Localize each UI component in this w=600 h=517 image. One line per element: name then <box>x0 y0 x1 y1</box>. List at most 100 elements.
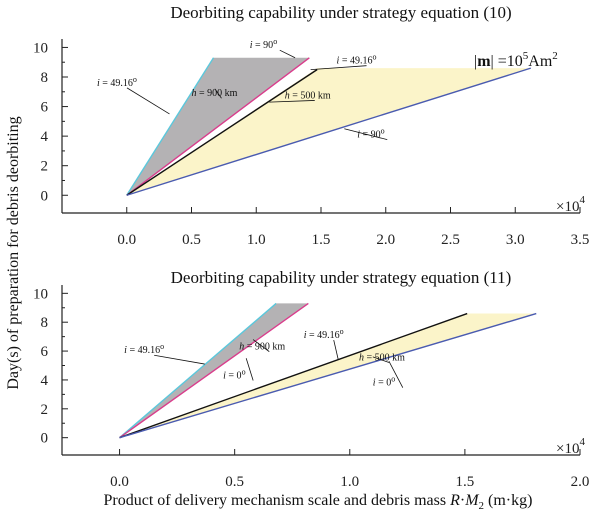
x-tick-label: 0.0 <box>117 232 136 248</box>
series-line-cyan <box>126 57 215 196</box>
x-tick-label: 2.0 <box>376 232 395 248</box>
y-tick-label: 10 <box>33 40 48 56</box>
annotation-part: i <box>373 378 376 389</box>
annotation-part: i <box>337 56 340 67</box>
annotation-part: = 0 <box>226 370 242 381</box>
annotation-part: o <box>340 327 344 336</box>
y-axis-label: Day(s) of preparation for debris deorbit… <box>5 116 22 389</box>
annotation-part: = 49.16 <box>339 56 372 67</box>
x-tick-label: 1.0 <box>340 474 359 490</box>
series-annotation: i = 49.16o <box>97 75 137 89</box>
annotation-part: o <box>242 367 246 376</box>
x-tick-label: 0.5 <box>182 232 201 248</box>
annotation-leader <box>245 358 254 381</box>
moment-value: | =10 <box>491 53 523 70</box>
annotation-part: o <box>133 75 137 84</box>
annotation-part: i <box>304 330 307 341</box>
x-axis-label: Product of delivery mechanism scale and … <box>104 492 533 512</box>
annotation-part: = 49.16 <box>127 345 160 356</box>
series-annotation: i = 90o <box>357 127 384 141</box>
annotation-part: = 0 <box>376 378 392 389</box>
series-annotation: i = 90o <box>250 37 277 51</box>
annotation-leader <box>214 88 222 99</box>
x-tick-label: 0.0 <box>110 474 129 490</box>
annotation-leader <box>344 128 388 140</box>
series-annotation: i = 0o <box>223 367 245 381</box>
moment-unit: Am <box>528 53 553 70</box>
annotation-part: i <box>357 130 360 141</box>
chart-title: Deorbiting capability under strategy equ… <box>170 3 511 22</box>
annotation-part: i <box>250 40 253 51</box>
annotation-part: = 500 km <box>364 352 405 363</box>
annotation-leader <box>372 356 390 363</box>
annotation-part: i <box>223 370 226 381</box>
annotation-part: o <box>273 37 277 46</box>
panel-strategy-11: Deorbiting capability under strategy equ… <box>33 268 589 490</box>
y-tick-label: 4 <box>41 373 49 389</box>
series-annotation: h = 900 km <box>192 88 238 99</box>
annotation-leader <box>252 339 270 352</box>
y-tick-label: 8 <box>41 70 49 86</box>
x-multiplier: ×104 <box>556 194 585 215</box>
annotation-part: = 900 km <box>197 88 238 99</box>
annotation-leader <box>333 339 339 360</box>
annotation-leader <box>310 65 367 71</box>
series-annotation: h = 500 km <box>285 90 331 101</box>
chart-title: Deorbiting capability under strategy equ… <box>171 268 512 287</box>
annotation-leader <box>388 360 404 388</box>
y-tick-label: 10 <box>33 286 48 302</box>
x-tick-label: 2.0 <box>571 474 590 490</box>
annotation-part: o <box>381 127 385 136</box>
annotation-part: h <box>192 88 197 99</box>
x-axis-label-m: M <box>464 492 480 509</box>
series-annotation: i = 49.16o <box>304 327 344 341</box>
x-tick-label: 1.5 <box>312 232 331 248</box>
x-multiplier-exp: 4 <box>579 436 585 448</box>
annotation-part: = 49.16 <box>100 78 133 89</box>
series-annotation: i = 49.16o <box>337 53 377 67</box>
x-multiplier: ×104 <box>556 436 585 457</box>
series-annotation: h = 500 km <box>359 352 405 363</box>
x-multiplier-exp: 4 <box>579 194 585 206</box>
series-annotation: h = 900 km <box>239 342 285 353</box>
x-axis-label-unit: (m·kg) <box>484 492 532 509</box>
y-tick-label: 6 <box>41 100 49 116</box>
annotation-leader <box>154 354 205 365</box>
annotation-part: o <box>372 53 376 62</box>
annotation-part: i <box>97 78 100 89</box>
series-annotation: i = 49.16o <box>124 342 164 356</box>
x-multiplier-base: ×10 <box>556 199 579 215</box>
x-axis-label-sub: 2 <box>479 500 485 512</box>
moment-symbol: m <box>477 53 491 70</box>
annotation-leader <box>126 87 170 115</box>
panel-strategy-10: Deorbiting capability under strategy equ… <box>33 3 589 248</box>
x-multiplier-base: ×10 <box>556 441 579 457</box>
y-tick-label: 0 <box>41 188 49 204</box>
x-axis-label-r: R <box>449 492 460 509</box>
annotation-part: o <box>391 375 395 384</box>
y-tick-label: 4 <box>41 129 49 145</box>
moment-exp: 5 <box>523 50 529 62</box>
moment-bar: | <box>474 53 477 70</box>
x-axis-label-text: Product of delivery mechanism scale and … <box>104 492 451 509</box>
series-line-black <box>126 69 318 196</box>
annotation-part: h <box>239 342 244 353</box>
annotation-part: h <box>285 90 290 101</box>
y-tick-label: 0 <box>41 431 49 447</box>
annotation-leader <box>279 49 296 59</box>
x-tick-label: 3.0 <box>506 232 525 248</box>
moment-label: |m| =105Am2 <box>474 50 558 70</box>
annotation-part: = 49.16 <box>307 330 340 341</box>
annotation-part: o <box>160 342 164 351</box>
x-axis-label-dot: · <box>460 492 465 509</box>
y-tick-label: 2 <box>41 402 49 418</box>
series-line-blue <box>119 312 537 439</box>
x-tick-label: 1.0 <box>247 232 266 248</box>
annotation-part: h <box>359 352 364 363</box>
series-line-blue <box>126 67 532 196</box>
x-tick-label: 2.5 <box>441 232 460 248</box>
series-line-cyan <box>119 302 277 439</box>
annotation-part: = 90 <box>253 40 274 51</box>
annotation-part: i <box>124 345 127 356</box>
